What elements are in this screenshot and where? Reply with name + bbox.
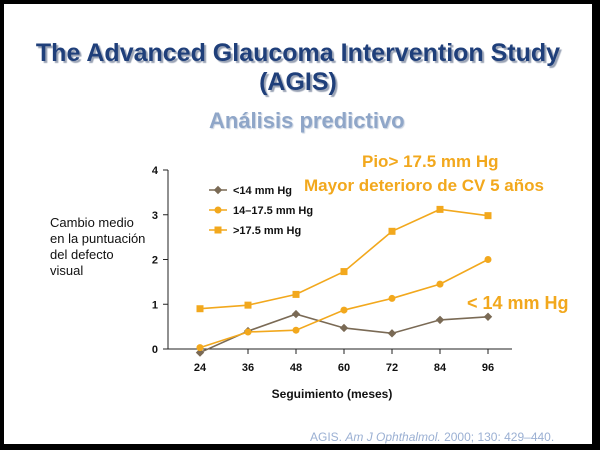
data-point [339, 323, 349, 333]
citation-journal: Am J Ophthalmol. [345, 430, 441, 444]
data-point [436, 205, 444, 213]
data-point [244, 301, 252, 309]
x-tick-label: 60 [338, 362, 350, 374]
x-axis-label: Seguimiento (meses) [272, 387, 393, 401]
legend-marker [213, 185, 223, 195]
data-point [435, 315, 445, 325]
data-point [484, 212, 492, 220]
chart-legend: <14 mm Hg 14–17.5 mm Hg >17.5 mm Hg [209, 185, 313, 237]
x-tick-label: 84 [434, 362, 447, 374]
citation-author: AGIS. [310, 430, 343, 444]
iop-threshold-note: Pio> 17.5 mm Hg [362, 152, 499, 171]
series-1 [196, 256, 492, 352]
legend-marker [214, 226, 222, 234]
legend-item: >17.5 mm Hg [209, 225, 301, 237]
data-point [292, 326, 300, 334]
y-tick-label: 2 [152, 255, 158, 267]
series-2 [196, 205, 492, 313]
data-point [195, 348, 205, 357]
x-tick-label: 24 [194, 362, 207, 374]
y-tick-label: 3 [152, 210, 158, 222]
data-point [387, 329, 397, 338]
x-tick-label: 96 [482, 362, 494, 374]
chart-axes: 0 1 2 3 4 24 36 48 60 72 84 96 [152, 165, 512, 374]
y-tick-label: 4 [152, 165, 159, 177]
chart-series [195, 205, 493, 357]
legend-label: 14–17.5 mm Hg [233, 205, 313, 217]
legend-item: <14 mm Hg [209, 185, 292, 197]
x-tick-label: 48 [290, 362, 302, 374]
citation: AGIS. Am J Ophthalmol. 2000; 130: 429–44… [310, 430, 554, 444]
slide-title-acronym: (AGIS) [259, 68, 337, 96]
data-point [196, 344, 204, 352]
line-chart: 0 1 2 3 4 24 36 48 60 72 84 96 <14 mm Hg 14–17.5 mm … [152, 165, 512, 401]
legend-item: 14–17.5 mm Hg [209, 205, 313, 217]
deterioration-note: Mayor deterioro de CV 5 años [304, 176, 544, 195]
citation-reference: 2000; 130: 429–440. [444, 430, 555, 444]
x-tick-label: 36 [242, 362, 254, 374]
data-point [340, 306, 348, 314]
y-tick-label: 1 [152, 299, 158, 311]
x-tick-label: 72 [386, 362, 398, 374]
data-point [340, 268, 348, 276]
y-tick-label: 0 [152, 344, 158, 356]
data-point [388, 294, 396, 302]
legend-label: >17.5 mm Hg [233, 225, 301, 237]
slide-subtitle: Análisis predictivo [209, 108, 405, 133]
data-point [484, 256, 492, 263]
data-point [292, 290, 300, 298]
slide: The Advanced Glaucoma Intervention Study… [4, 4, 592, 444]
data-point [244, 328, 252, 336]
data-point [436, 280, 444, 288]
data-point [196, 305, 204, 313]
data-point [388, 227, 396, 235]
data-point [291, 309, 301, 319]
slide-title: The Advanced Glaucoma Intervention Study [35, 39, 561, 67]
legend-marker [214, 206, 222, 214]
y-axis-label: Cambio medio en la puntuación del defect… [50, 215, 146, 278]
data-point [483, 312, 493, 321]
legend-label: <14 mm Hg [233, 185, 292, 197]
low-iop-note: < 14 mm Hg [467, 293, 569, 313]
